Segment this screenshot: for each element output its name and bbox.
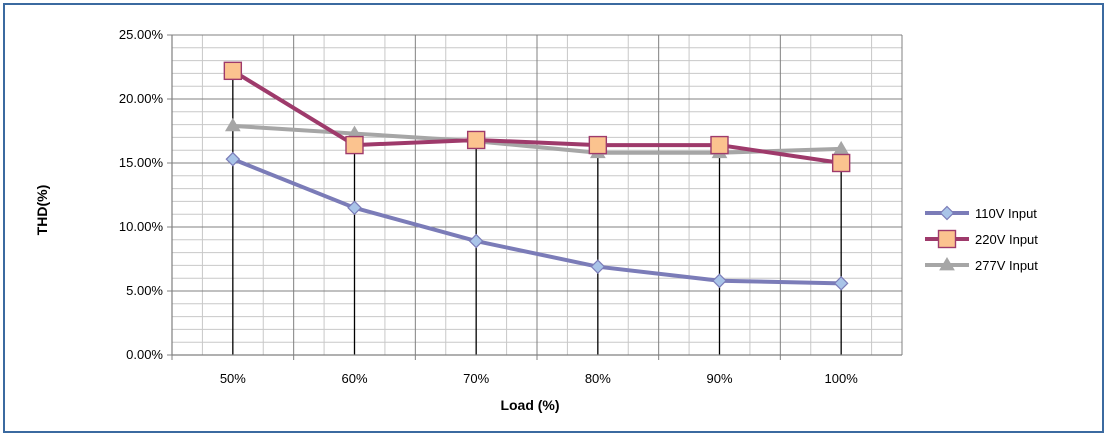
legend-marker [939, 205, 955, 221]
data-point [831, 153, 851, 173]
legend-item: 277V Input [925, 257, 1038, 273]
y-tick-label: 20.00% [119, 91, 164, 106]
series-line [231, 69, 842, 165]
series-line [232, 157, 842, 286]
data-point [224, 117, 241, 132]
x-axis-title: Load (%) [500, 397, 559, 413]
x-tick-label: 50% [220, 371, 246, 386]
data-point [710, 135, 729, 155]
legend: 110V Input 220V Input 277V Input [925, 205, 1038, 273]
chart-frame: 0.00% 5.00% 10.00% 15.00% 20.00% 25.00% 50% 60%… [3, 3, 1104, 433]
data-point [833, 275, 849, 291]
series-220v-input [223, 61, 851, 173]
legend-label: 277V Input [975, 258, 1038, 273]
y-axis-title: THD(%) [34, 185, 50, 236]
data-point [590, 259, 606, 275]
data-point [345, 135, 364, 155]
axes: 0.00% 5.00% 10.00% 15.00% 20.00% 25.00% 50% 60%… [119, 27, 902, 386]
y-tick-label: 10.00% [119, 219, 164, 234]
data-point [225, 151, 241, 167]
legend-label: 110V Input [975, 206, 1037, 221]
x-tick-label: 90% [706, 371, 732, 386]
y-tick-label: 0.00% [126, 347, 163, 362]
y-tick-label: 5.00% [126, 283, 163, 298]
thd-line-chart: 0.00% 5.00% 10.00% 15.00% 20.00% 25.00% 50% 60%… [34, 27, 1038, 413]
y-tick-label: 25.00% [119, 27, 164, 42]
legend-marker [937, 229, 957, 249]
data-point [468, 233, 484, 249]
data-point [223, 61, 243, 81]
legend-label: 220V Input [975, 232, 1038, 247]
data-point [466, 130, 486, 150]
grid-layer [171, 34, 903, 356]
data-point [347, 200, 362, 216]
x-tick-label: 80% [585, 371, 611, 386]
legend-marker [939, 257, 955, 271]
data-point [712, 273, 727, 289]
legend-item: 110V Input [925, 205, 1037, 221]
y-tick-label: 15.00% [119, 155, 164, 170]
series-layer [223, 61, 851, 291]
series-110v-input [225, 151, 849, 291]
legend-item: 220V Input [925, 229, 1038, 249]
x-tick-label: 70% [463, 371, 489, 386]
x-tick-label: 60% [341, 371, 367, 386]
data-point [588, 135, 608, 155]
x-tick-label: 100% [825, 371, 859, 386]
